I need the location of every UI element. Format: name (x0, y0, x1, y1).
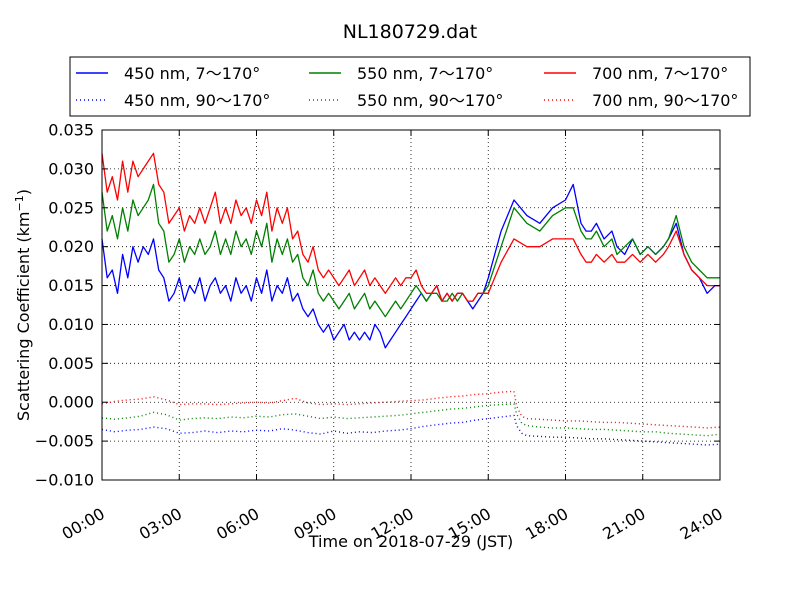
legend: 450 nm, 7～170° 550 nm, 7～170° 700 nm, 7～17… (69, 56, 751, 117)
legend-label-700-nm-90-170: 700 nm, 90～170° (592, 91, 738, 110)
legend-label-550-nm-7-170: 550 nm, 7～170° (357, 64, 493, 83)
y-tick-label: 0.015 (48, 276, 94, 295)
x-axis-label: Time on 2018-07-29 (JST) (308, 532, 513, 551)
x-tick-label: 00:00 (59, 504, 108, 544)
series-700-nm-7-170 (101, 152, 720, 302)
series-550-nm-7-170 (101, 183, 720, 318)
y-tick-label: 0.025 (48, 198, 94, 217)
y-tick-label: 0.005 (48, 354, 94, 373)
y-axis-label: Scattering Coefficient (km−1) (13, 189, 33, 421)
y-tick-label: 0.035 (48, 121, 94, 140)
x-tick-label: 18:00 (522, 504, 571, 544)
y-tick-label: −0.005 (35, 432, 94, 451)
legend-label-700-nm-7-170: 700 nm, 7～170° (592, 64, 728, 83)
y-tick-label: 0.010 (48, 315, 94, 334)
y-tick-label: −0.010 (35, 471, 94, 490)
y-tick-label: 0.000 (48, 393, 94, 412)
chart-title: NL180729.dat (343, 21, 478, 43)
series-layer (101, 152, 721, 446)
legend-frame (69, 56, 751, 117)
y-axis-label-close: ) (14, 189, 33, 195)
y-axis-label-main: Scattering Coefficient (km (14, 211, 33, 421)
axis-ticks (101, 129, 721, 481)
plot-background (102, 130, 720, 480)
y-tick-label: 0.020 (48, 237, 94, 256)
y-axis-label-exponent: −1 (13, 195, 26, 211)
grid (102, 130, 720, 480)
series-550-nm-90-170 (101, 403, 721, 437)
y-tick-label: 0.030 (48, 159, 94, 178)
series-450-nm-90-170 (101, 414, 721, 446)
x-tick-label: 03:00 (136, 504, 185, 544)
x-tick-label: 24:00 (677, 504, 726, 544)
legend-label-550-nm-90-170: 550 nm, 90～170° (357, 91, 503, 110)
x-tick-label: 06:00 (213, 504, 262, 544)
series-450-nm-7-170 (101, 183, 720, 349)
x-tick-label: 21:00 (599, 504, 648, 544)
legend-label-450-nm-90-170: 450 nm, 90～170° (124, 91, 270, 110)
legend-label-450-nm-7-170: 450 nm, 7～170° (124, 64, 260, 83)
y-tick-labels: 0.035 0.030 0.025 0.020 0.015 0.010 0.005 0.000… (35, 121, 94, 490)
